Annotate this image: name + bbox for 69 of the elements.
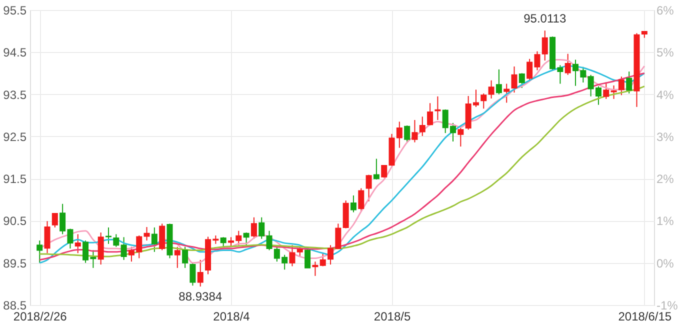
candlestick	[427, 102, 434, 126]
candlestick	[98, 232, 104, 266]
y-tick-label: 88.5	[3, 298, 27, 312]
candlestick	[504, 83, 510, 104]
candlestick	[243, 232, 250, 246]
y-tick-label: 93.5	[3, 88, 27, 102]
candlestick	[190, 262, 196, 286]
candlestick	[197, 259, 204, 288]
y-tick-label: 94.5	[3, 46, 27, 60]
candlestick	[250, 216, 257, 240]
y2-tick-label: 4%	[656, 88, 674, 102]
y2-tick-label: -1%	[656, 298, 678, 312]
x-tick-label: 2018/5	[374, 310, 411, 324]
candlestick	[412, 119, 418, 143]
candlestick	[542, 30, 548, 62]
candlestick	[518, 72, 525, 88]
candlestick	[373, 158, 380, 180]
y-tick-label: 92.5	[3, 130, 27, 144]
candlestick	[404, 124, 410, 143]
candlestick	[603, 82, 610, 100]
y2-tick-label: 1%	[656, 214, 674, 228]
candlestick	[182, 246, 188, 268]
candlestick	[312, 261, 318, 276]
y2-tick-label: 3%	[656, 130, 674, 144]
candlestick	[74, 234, 81, 254]
x-tick-label: 2018/6/15	[618, 310, 672, 324]
y-tick-label: 89.5	[3, 256, 27, 270]
candlestick	[564, 53, 571, 76]
candlestick	[350, 194, 356, 213]
candlestick	[296, 246, 303, 258]
candlestick	[266, 230, 272, 251]
candlestick	[120, 236, 127, 260]
x-tick-label: 2018/4	[213, 310, 250, 324]
candlestick	[511, 66, 518, 94]
candlestick	[480, 92, 487, 110]
candlestick	[419, 116, 426, 137]
y-tick-label: 95.5	[3, 4, 27, 18]
candlestick	[458, 128, 464, 148]
candlestick	[174, 246, 180, 268]
y2-tick-label: 6%	[656, 4, 674, 18]
candlestick	[496, 68, 502, 95]
candlestick	[366, 174, 372, 202]
y2-tick-label: 0%	[656, 256, 674, 270]
y-tick-label: 91.5	[3, 172, 27, 186]
x-tick-label: 2018/2/26	[13, 310, 68, 324]
y2-tick-label: 5%	[656, 46, 674, 60]
candlestick	[320, 252, 326, 267]
candlestick	[258, 216, 265, 240]
y-tick-label: 90.5	[3, 214, 27, 228]
candlestick	[358, 188, 364, 212]
candlestick	[220, 236, 226, 248]
candlestick	[113, 234, 120, 248]
candlestick	[618, 76, 624, 96]
y2-tick-label: 2%	[656, 172, 674, 186]
candlestick	[304, 248, 311, 268]
candlestick	[488, 80, 494, 99]
candlestick	[626, 71, 632, 94]
candlestick	[144, 226, 150, 242]
candlestick	[289, 244, 296, 267]
candlestick	[151, 226, 158, 252]
candlestick	[159, 223, 166, 251]
candlestick	[610, 84, 617, 100]
candlestick	[381, 165, 388, 178]
annotation: 88.9384	[178, 290, 222, 304]
candlestick	[44, 220, 50, 254]
candlestick	[434, 96, 441, 120]
annotation: 95.0113	[524, 12, 566, 26]
candlestick	[52, 212, 58, 228]
candlestick	[36, 240, 43, 264]
